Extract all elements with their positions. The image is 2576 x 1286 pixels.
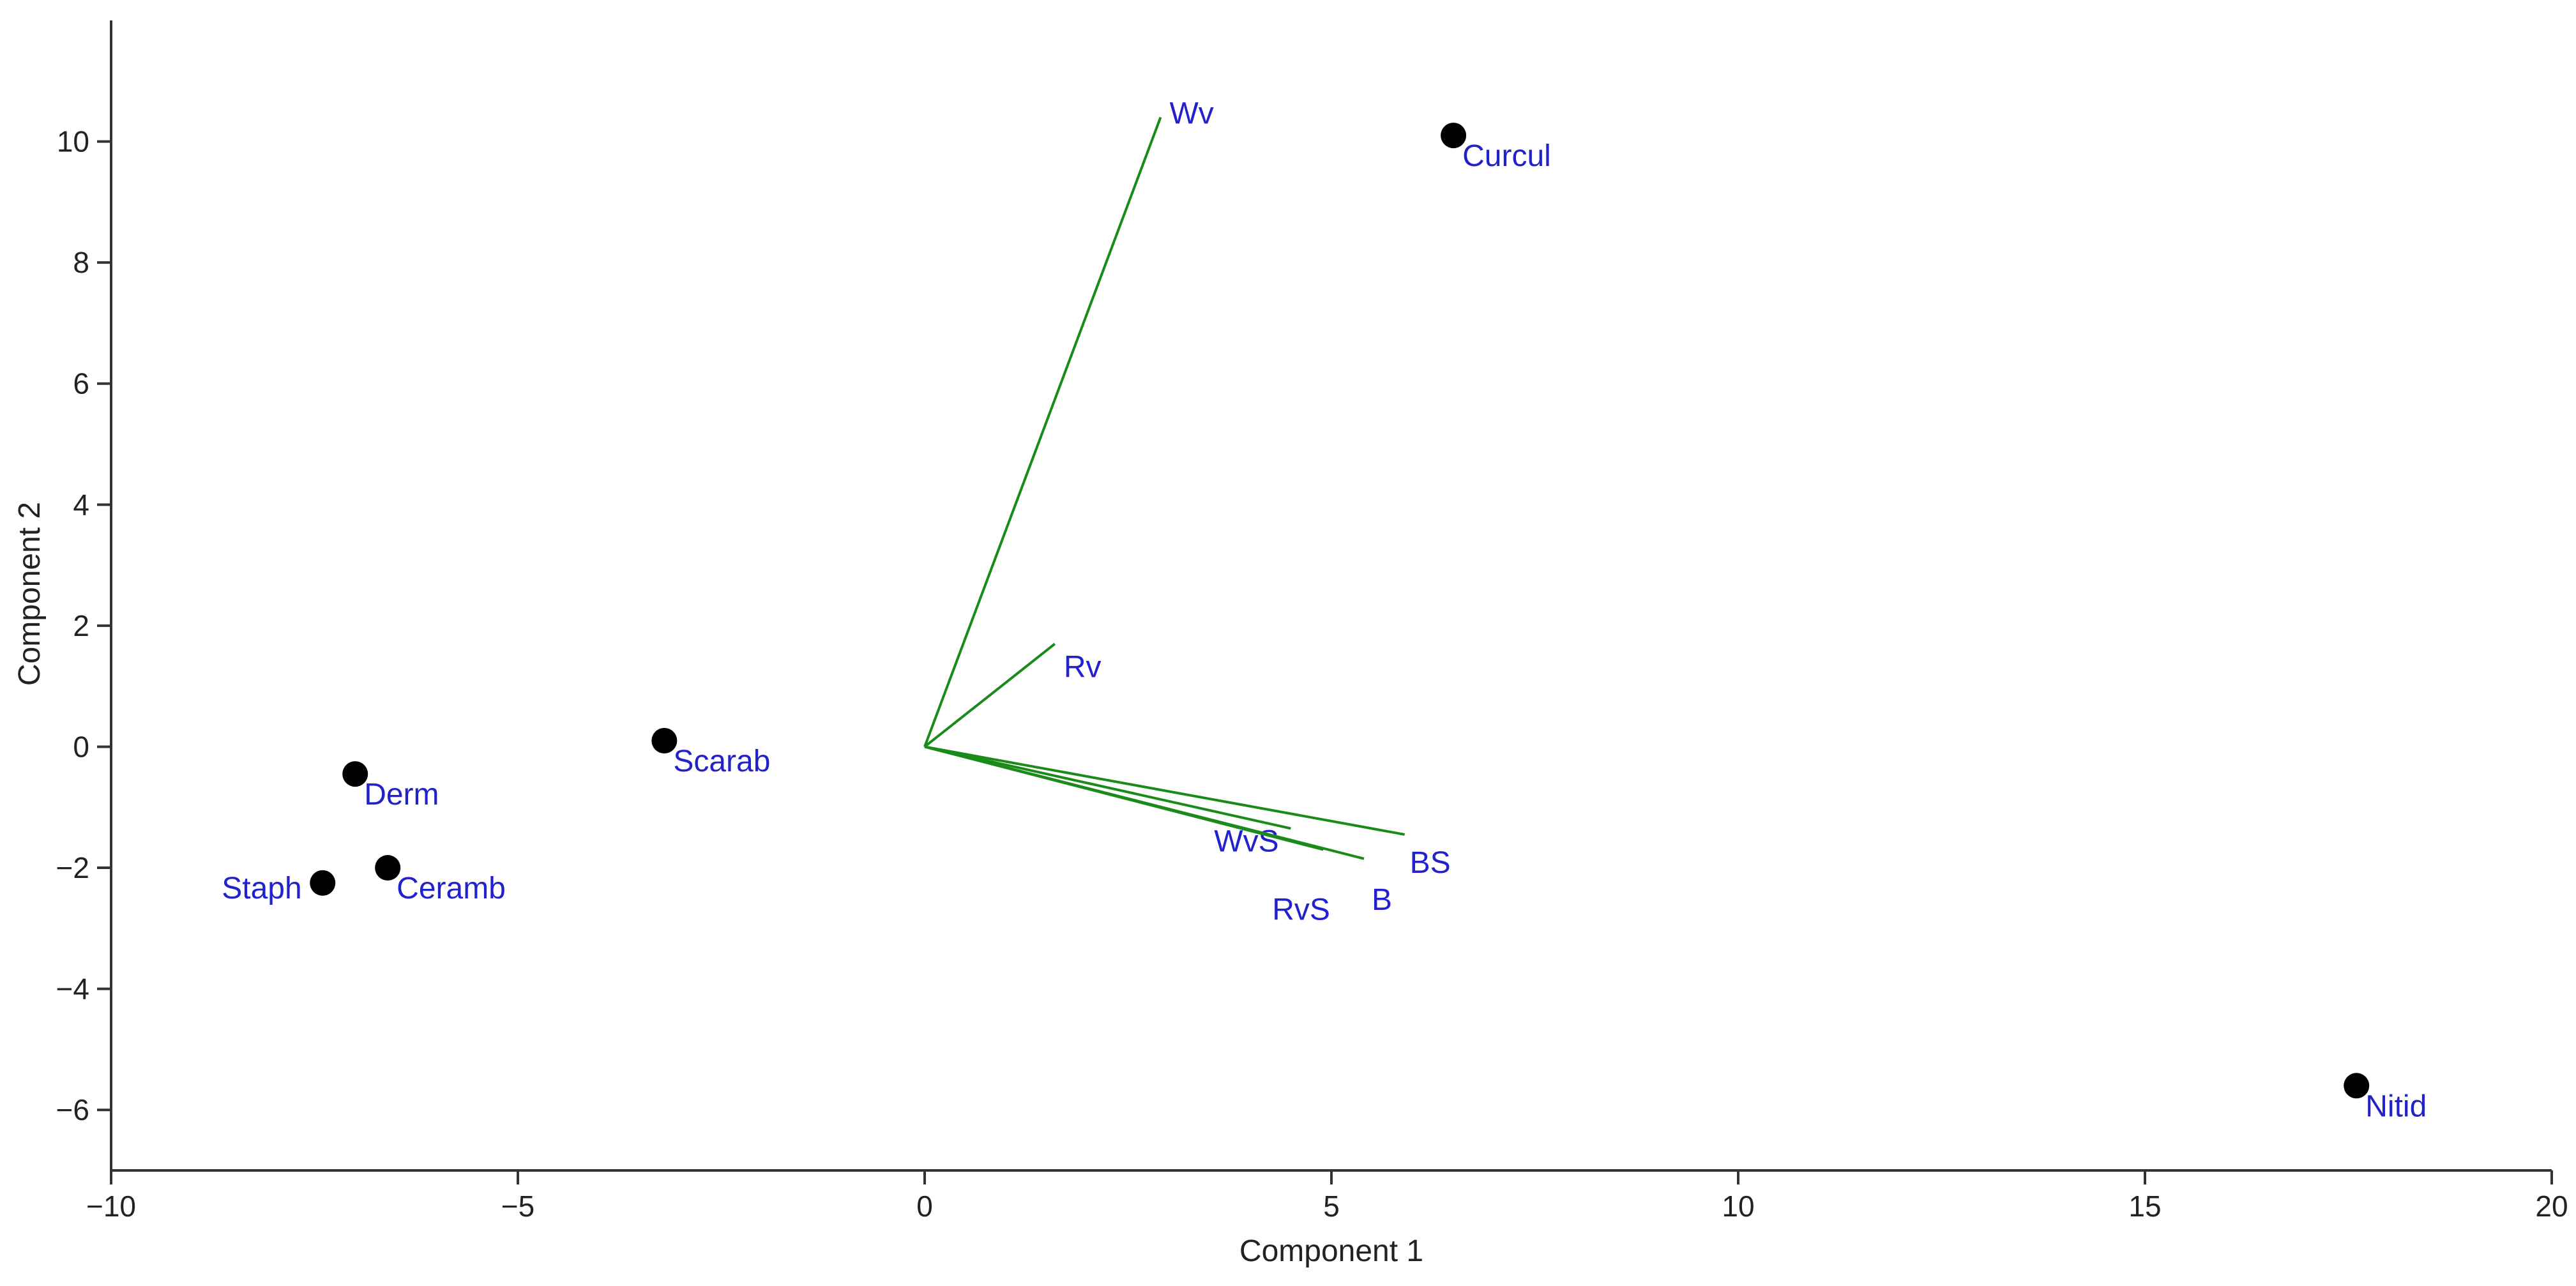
loading-vector-bs [924, 745, 1405, 836]
x-tick-label: 5 [1323, 1190, 1340, 1223]
loading-vector-wv [923, 116, 1162, 748]
y-tick-label: 2 [73, 609, 89, 642]
x-tick-label: 20 [2535, 1190, 2568, 1223]
data-point-nitid [2344, 1073, 2370, 1099]
y-axis-ticks: −6 −4 −2 0 2 4 6 8 10 [56, 125, 111, 1126]
y-tick-label: −4 [56, 972, 89, 1006]
loading-label-wv: Wv [1169, 97, 1213, 131]
x-tick-label: 0 [916, 1190, 933, 1223]
y-tick-label: 10 [57, 125, 89, 158]
plot-axes: −10 −5 0 5 10 15 20 −6 −4 −2 0 2 4 6 8 10 [56, 20, 2568, 1223]
y-tick-label: −6 [56, 1093, 89, 1126]
loading-vector-rv [923, 642, 1056, 748]
y-tick-label: 6 [73, 367, 89, 400]
y-axis-title: Component 2 [13, 502, 47, 686]
y-tick-label: 0 [73, 730, 89, 763]
y-tick-label: −2 [56, 851, 89, 884]
data-point-ceramb [375, 855, 401, 881]
data-point-curcul [1441, 123, 1467, 149]
point-label-curcul: Curcul [1462, 139, 1551, 173]
point-label-nitid: Nitid [2365, 1089, 2427, 1123]
data-point-derm [342, 761, 368, 787]
y-tick-label: 8 [73, 246, 89, 279]
x-axis-title: Component 1 [1239, 1234, 1423, 1268]
loading-label-rv: Rv [1064, 650, 1102, 684]
loading-label-b: B [1372, 883, 1392, 917]
loading-vector-wvs [924, 745, 1291, 830]
point-label-derm: Derm [364, 778, 439, 812]
point-label-ceramb: Ceramb [397, 872, 506, 905]
loading-vector-b [924, 745, 1365, 860]
point-label-scarab: Scarab [673, 745, 770, 778]
y-tick-label: 4 [73, 488, 89, 521]
x-tick-label: −10 [86, 1190, 136, 1223]
loading-label-bs: BS [1410, 846, 1451, 880]
data-points: Curcul Scarab Derm Ceramb Staph Nitid [222, 123, 2427, 1123]
x-tick-label: 15 [2128, 1190, 2161, 1223]
x-tick-label: −5 [501, 1190, 534, 1223]
data-point-staph [310, 870, 336, 896]
x-axis-ticks: −10 −5 0 5 10 15 20 [86, 1170, 2568, 1223]
x-tick-label: 10 [1722, 1190, 1754, 1223]
data-point-scarab [651, 727, 678, 753]
loading-label-rvs: RvS [1272, 893, 1330, 927]
point-label-staph: Staph [222, 872, 301, 905]
